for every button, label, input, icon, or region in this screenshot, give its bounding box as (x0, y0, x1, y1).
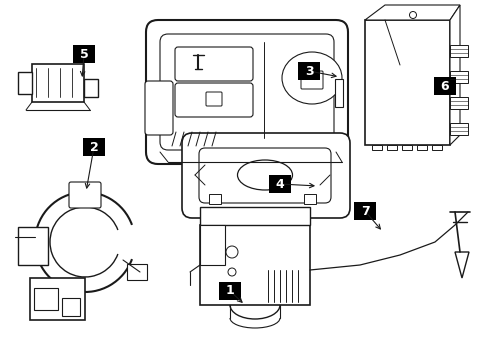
Bar (30, 278, 85, 320)
FancyBboxPatch shape (175, 47, 252, 81)
FancyBboxPatch shape (182, 133, 349, 218)
FancyBboxPatch shape (160, 34, 333, 150)
Text: 5: 5 (80, 48, 88, 60)
FancyBboxPatch shape (146, 20, 347, 164)
Bar (401, 145, 411, 150)
Text: 2: 2 (89, 140, 98, 153)
Bar (18, 72, 32, 94)
FancyBboxPatch shape (208, 194, 221, 204)
Bar (449, 71, 467, 83)
Circle shape (227, 268, 236, 276)
Bar (386, 145, 396, 150)
FancyBboxPatch shape (83, 138, 105, 156)
FancyBboxPatch shape (297, 62, 319, 80)
FancyBboxPatch shape (334, 79, 342, 107)
Bar (32, 64, 84, 102)
Bar (364, 20, 449, 145)
Polygon shape (449, 5, 459, 145)
Polygon shape (364, 5, 459, 20)
Bar (18, 227, 48, 265)
FancyBboxPatch shape (433, 77, 455, 95)
Text: 4: 4 (275, 177, 284, 190)
Bar (200, 225, 224, 265)
Polygon shape (454, 252, 468, 278)
Bar (449, 97, 467, 109)
FancyBboxPatch shape (219, 282, 241, 300)
Bar (431, 145, 441, 150)
Bar (200, 225, 309, 305)
Ellipse shape (237, 160, 292, 190)
FancyBboxPatch shape (199, 148, 330, 203)
Bar (84, 79, 98, 97)
Bar (34, 288, 58, 310)
FancyBboxPatch shape (353, 202, 375, 220)
Bar (62, 298, 80, 316)
FancyBboxPatch shape (205, 92, 222, 106)
Bar (416, 145, 426, 150)
Text: 1: 1 (225, 284, 234, 297)
FancyBboxPatch shape (145, 81, 173, 135)
Text: 7: 7 (360, 204, 368, 217)
Bar (449, 45, 467, 57)
FancyBboxPatch shape (268, 175, 290, 193)
Text: 3: 3 (304, 64, 313, 77)
Bar (127, 264, 147, 280)
Bar (371, 145, 381, 150)
Circle shape (408, 12, 416, 18)
Bar (200, 207, 309, 225)
FancyBboxPatch shape (73, 45, 95, 63)
Circle shape (225, 246, 238, 258)
FancyBboxPatch shape (69, 182, 101, 208)
Ellipse shape (282, 52, 341, 104)
FancyBboxPatch shape (304, 194, 315, 204)
FancyBboxPatch shape (175, 83, 252, 117)
Bar (449, 123, 467, 135)
Text: 6: 6 (440, 80, 448, 93)
FancyBboxPatch shape (301, 71, 323, 89)
